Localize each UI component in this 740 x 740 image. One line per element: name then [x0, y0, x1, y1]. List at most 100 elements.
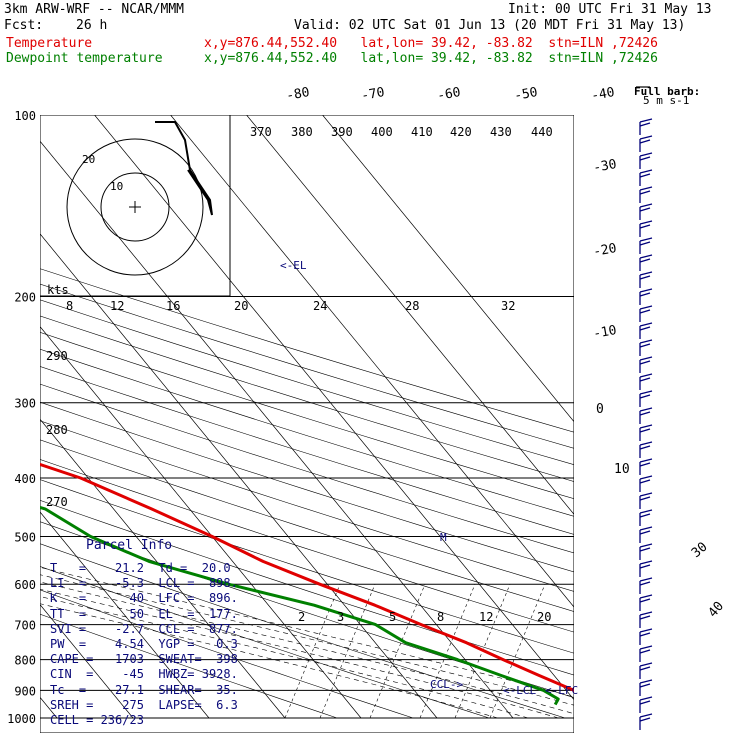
- wind-barb: [639, 526, 653, 543]
- wind-barb-flag: [639, 615, 651, 620]
- wind-barb: [639, 118, 653, 135]
- wind-barb: [639, 713, 653, 730]
- wind-barb-flag: [639, 509, 653, 514]
- mixing-ratio-label: 8: [437, 610, 444, 624]
- theta-label: 440: [531, 125, 553, 139]
- isotherm-label: -10: [592, 323, 618, 342]
- wind-barb: [639, 152, 653, 169]
- parcel-info-title: Parcel Info: [86, 538, 173, 553]
- wind-barb-flag: [639, 649, 651, 654]
- wind-barb: [639, 543, 653, 560]
- parcel-info-row: CIN = -45 HWBZ= 3928.: [50, 667, 238, 682]
- pressure-tick-label: 600: [14, 578, 36, 592]
- wind-barb: [639, 441, 653, 458]
- wind-barb-flag: [639, 292, 651, 297]
- wind-barb: [639, 220, 653, 237]
- wind-barb-flag: [639, 611, 653, 616]
- wind-barb-flag: [639, 530, 651, 535]
- wind-barbs: [639, 118, 653, 730]
- dewpoint-legend-label: Dewpoint temperature: [6, 51, 163, 66]
- parcel-info-row: CELL = 236/23: [50, 713, 144, 728]
- isotherm-line: [322, 115, 574, 423]
- wind-barb-flag: [639, 696, 653, 701]
- temperature-location: x,y=876.44,552.40 lat,lon= 39.42, -83.82…: [204, 36, 658, 51]
- wind-barb-flag: [639, 645, 653, 650]
- hodograph-ring-inner: [100, 172, 170, 242]
- hodograph-ring-label: 20: [82, 153, 95, 166]
- pressure-tick-label: 400: [14, 472, 36, 486]
- wind-barb-flag: [639, 173, 651, 178]
- dry-adiabat-line: [40, 439, 574, 612]
- wind-speed-label: 24: [313, 299, 327, 313]
- wind-barb-flag: [639, 598, 651, 603]
- wind-barb-flag: [639, 203, 653, 208]
- init-time: Init: 00 UTC Fri 31 May 13: [508, 2, 712, 17]
- wind-barb-flag: [639, 156, 651, 161]
- wind-speed-label: 20: [234, 299, 248, 313]
- moist-adiabat-line: [40, 574, 574, 706]
- wind-barb: [639, 577, 653, 594]
- wind-barb-flag: [639, 445, 651, 450]
- theta-label: 420: [450, 125, 472, 139]
- wind-speed-label: 32: [501, 299, 515, 313]
- isotherm-line: [94, 115, 574, 701]
- parcel-info-row: SREH = 275 LAPSE= 6.3: [50, 697, 238, 712]
- dry-adiabat-line: [40, 499, 574, 676]
- wind-barb-flag: [639, 492, 653, 497]
- wind-barb: [639, 509, 653, 526]
- theta-label: 430: [490, 125, 512, 139]
- theta-label: 400: [371, 125, 393, 139]
- wind-barb: [639, 254, 653, 271]
- wind-barb-flag: [639, 220, 653, 225]
- wind-barb-flag: [639, 526, 653, 531]
- wind-barb-flag: [639, 309, 651, 314]
- wind-barb: [639, 475, 653, 492]
- theta-label: 280: [46, 423, 68, 437]
- wind-barb-flag: [639, 407, 653, 412]
- parcel-info-rows: T = 21.2 Td = 20.0 LI = -5.3 LCL = 898. K …: [50, 561, 238, 728]
- mixing-ratio-label: 3: [337, 610, 344, 624]
- mixing-ratio-label: 2: [298, 610, 305, 624]
- theta-label: 380: [291, 125, 313, 139]
- mixing-ratio-line: [369, 584, 426, 719]
- isotherm-line: [40, 140, 514, 719]
- wind-barb-flag: [639, 543, 653, 548]
- wind-barb-flag: [639, 360, 651, 365]
- wind-barb: [639, 322, 653, 339]
- pressure-tick-label: 500: [14, 530, 36, 544]
- mixing-ratio-label: 20: [537, 610, 551, 624]
- wind-speed-label: kts: [47, 283, 69, 297]
- dry-adiabat-line: [40, 420, 574, 592]
- wind-speed-label: 16: [166, 299, 180, 313]
- wind-barb-flag: [639, 288, 653, 293]
- dewpoint-profile-line: [40, 505, 560, 706]
- wind-barb: [639, 560, 653, 577]
- wind-barb: [639, 203, 653, 220]
- wind-barb-flag: [639, 513, 651, 518]
- wind-barb-flag: [639, 152, 653, 157]
- isotherm-line: [40, 511, 210, 719]
- temperature-profile-line: [40, 462, 574, 693]
- wind-barb: [639, 611, 653, 628]
- wind-barb-flag: [639, 713, 653, 718]
- ccl-annotation: CCL->: [430, 678, 463, 691]
- parcel-info-row: SVI = -2.7 CCL = 877.: [50, 621, 238, 636]
- wind-barb: [639, 458, 653, 475]
- wind-barb-flag: [639, 254, 653, 259]
- wind-barb-flag: [639, 462, 651, 467]
- isotherm-label: -40: [590, 85, 616, 104]
- wind-barb-flag: [639, 122, 651, 127]
- parcel-info-row: TT = 50 EL = 177.: [50, 606, 238, 621]
- wind-barb-flag: [639, 356, 653, 361]
- wind-barb-flag: [639, 564, 651, 569]
- wind-barb-flag: [639, 441, 653, 446]
- mixing-ratio-line: [419, 584, 476, 719]
- wind-barb: [639, 492, 653, 509]
- dry-adiabat-line: [40, 401, 574, 573]
- wind-barb-flag: [639, 326, 651, 331]
- mixing-ratio-line: [489, 584, 546, 719]
- wind-barb-flag: [639, 343, 651, 348]
- dewpoint-location: x,y=876.44,552.40 lat,lon= 39.42, -83.82…: [204, 51, 658, 66]
